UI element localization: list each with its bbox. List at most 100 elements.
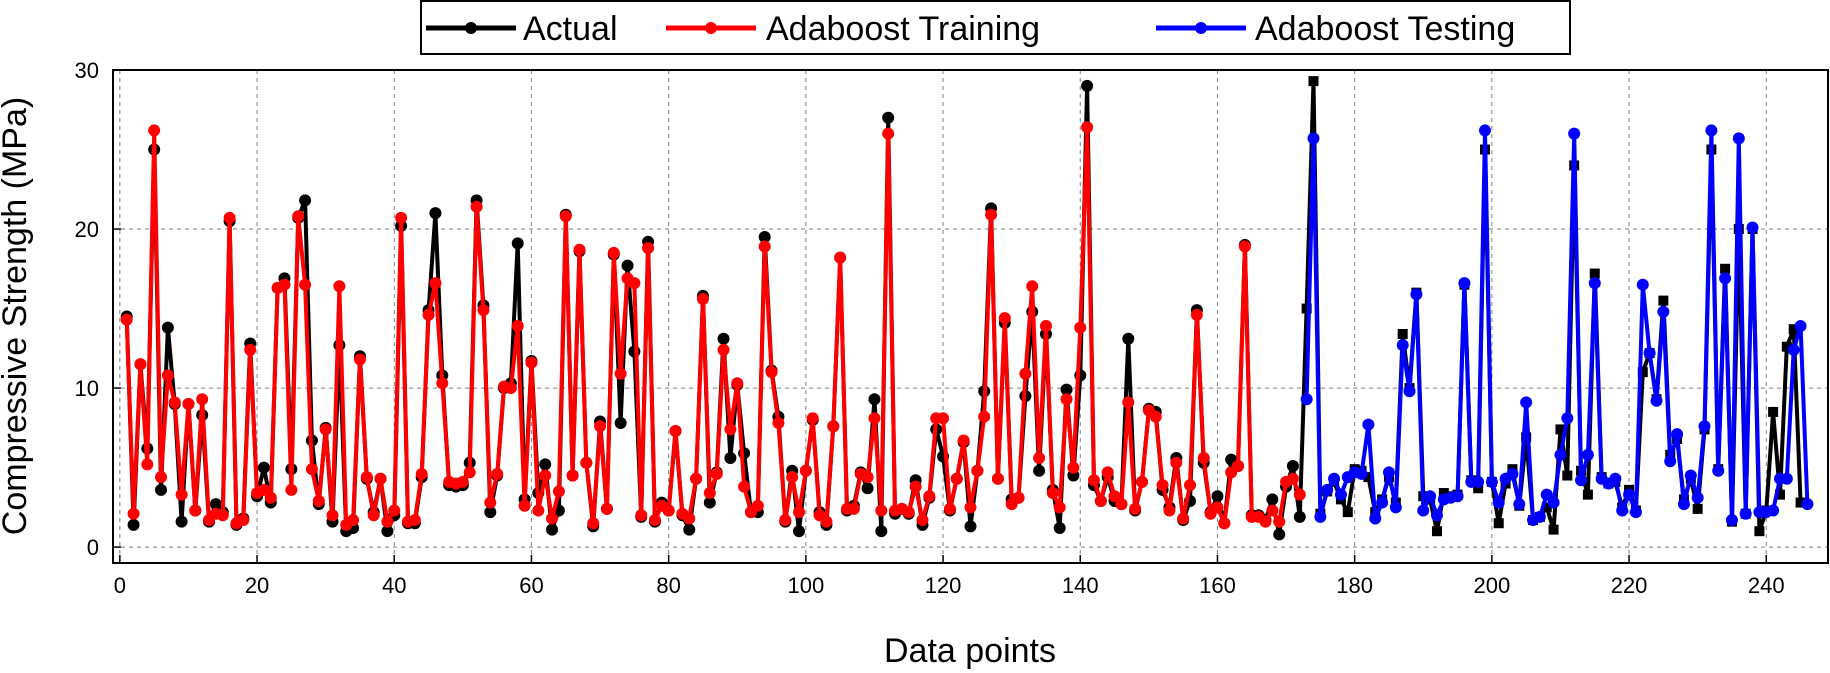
point-testing-200: [1485, 475, 1498, 488]
point-testing-218: [1609, 472, 1622, 485]
point-training-96: [772, 417, 785, 430]
point-actual-27: [299, 194, 312, 207]
point-training-163: [1232, 459, 1245, 472]
point-training-47: [436, 377, 449, 390]
point-actual-193: [1438, 488, 1449, 499]
x-tick-label-80: 80: [656, 573, 680, 598]
point-testing-182: [1362, 418, 1375, 431]
point-training-67: [573, 243, 586, 256]
point-testing-234: [1719, 272, 1732, 285]
x-tick-label-200: 200: [1474, 573, 1511, 598]
point-actual-147: [1122, 332, 1135, 345]
point-testing-185: [1382, 466, 1395, 479]
point-training-29: [312, 494, 325, 507]
point-training-154: [1170, 456, 1183, 469]
point-testing-192: [1430, 509, 1443, 522]
point-training-156: [1184, 479, 1197, 492]
point-actual-99: [793, 525, 805, 538]
series-layer: [120, 76, 1814, 541]
point-testing-244: [1787, 343, 1800, 356]
point-testing-212: [1568, 127, 1581, 140]
point-training-43: [408, 514, 421, 527]
point-training-86: [703, 487, 716, 500]
point-testing-214: [1581, 448, 1594, 461]
point-training-103: [820, 515, 833, 528]
point-testing-221: [1629, 506, 1642, 519]
point-training-35: [353, 353, 366, 366]
point-training-2: [127, 507, 140, 520]
point-actual-46: [429, 207, 442, 220]
point-actual-244: [1788, 324, 1799, 335]
point-testing-196: [1458, 277, 1471, 290]
point-training-134: [1033, 452, 1046, 465]
point-actual-182: [1363, 472, 1374, 483]
point-training-12: [196, 393, 209, 406]
point-training-164: [1238, 240, 1251, 253]
point-training-149: [1136, 475, 1148, 488]
point-training-157: [1190, 308, 1203, 321]
point-training-110: [868, 412, 881, 425]
point-training-98: [786, 471, 799, 484]
point-training-89: [724, 423, 737, 436]
point-training-75: [628, 277, 641, 290]
point-training-59: [518, 499, 531, 512]
point-testing-176: [1321, 483, 1334, 496]
point-actual-86: [703, 496, 716, 509]
point-training-111: [875, 504, 888, 517]
point-training-85: [696, 293, 709, 306]
point-training-11: [189, 504, 202, 517]
point-training-28: [305, 463, 318, 476]
point-testing-226: [1664, 455, 1677, 468]
point-training-37: [367, 509, 380, 522]
point-actual-112: [882, 111, 895, 124]
point-training-1: [120, 313, 133, 326]
point-training-126: [978, 410, 991, 423]
point-testing-227: [1671, 428, 1684, 441]
point-testing-238: [1746, 221, 1759, 234]
point-actual-243: [1781, 341, 1792, 352]
point-training-127: [985, 208, 998, 221]
point-training-100: [799, 464, 812, 477]
point-testing-243: [1780, 472, 1793, 485]
point-actual-88: [717, 332, 730, 345]
point-actual-205: [1521, 432, 1532, 443]
point-testing-175: [1314, 510, 1327, 523]
point-actual-198: [1473, 483, 1484, 494]
point-training-112: [882, 127, 895, 140]
point-training-84: [690, 472, 703, 485]
point-training-22: [264, 491, 277, 504]
series-markers-training: [120, 121, 1306, 531]
point-training-99: [793, 506, 805, 519]
point-training-18: [237, 514, 250, 527]
point-training-3: [134, 358, 147, 371]
point-training-94: [758, 240, 771, 253]
point-actual-222: [1637, 367, 1648, 378]
point-testing-231: [1698, 420, 1711, 433]
point-training-60: [525, 356, 538, 369]
point-training-123: [957, 434, 970, 447]
point-testing-204: [1513, 498, 1526, 511]
series-markers-testing: [1300, 124, 1814, 527]
point-actual-58: [511, 237, 524, 250]
point-training-93: [751, 499, 764, 512]
point-training-137: [1053, 501, 1066, 514]
point-actual-171: [1286, 459, 1299, 472]
point-testing-230: [1691, 491, 1704, 504]
point-actual-245: [1795, 497, 1806, 508]
legend-marker-testing: [1195, 22, 1207, 34]
point-testing-191: [1424, 490, 1437, 503]
point-actual-173: [1301, 303, 1312, 314]
point-actual-160: [1211, 490, 1224, 503]
point-actual-169: [1273, 528, 1286, 541]
point-training-109: [861, 471, 874, 484]
point-training-169: [1273, 515, 1286, 528]
point-actual-174: [1308, 76, 1319, 87]
point-training-135: [1039, 320, 1052, 333]
point-training-21: [257, 483, 270, 496]
point-training-148: [1129, 502, 1142, 515]
legend: Actual Adaboost Training Adaboost Testin…: [420, 0, 1571, 55]
point-training-124: [964, 501, 977, 514]
point-actual-210: [1555, 424, 1566, 435]
point-training-129: [998, 312, 1011, 325]
point-actual-21: [257, 461, 270, 474]
